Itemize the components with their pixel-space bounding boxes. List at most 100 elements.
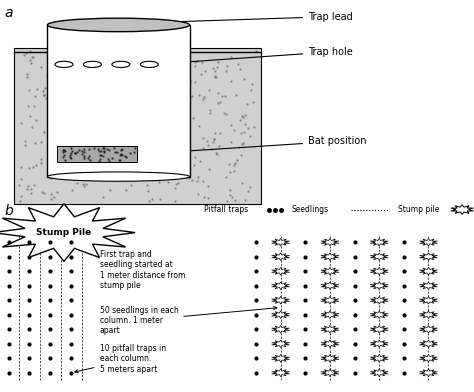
Point [53, 119, 61, 125]
Point [43, 73, 51, 80]
Point [159, 80, 167, 86]
Point [105, 143, 112, 149]
Point [80, 183, 88, 189]
Point [242, 112, 249, 118]
Point [124, 74, 132, 80]
Point [26, 87, 33, 93]
Point [21, 138, 28, 144]
Point [105, 76, 113, 82]
Point [55, 80, 62, 86]
Point [204, 183, 211, 190]
Text: 10 pitfall traps in
each column.
5 meters apart: 10 pitfall traps in each column. 5 meter… [75, 344, 166, 374]
Point [108, 171, 115, 177]
Point [196, 158, 204, 165]
Point [211, 67, 219, 74]
Point [104, 156, 111, 162]
Point [249, 98, 257, 105]
Point [80, 146, 88, 152]
Point [233, 156, 240, 163]
Point [100, 105, 108, 111]
Polygon shape [321, 354, 339, 362]
Point [91, 164, 98, 170]
Point [68, 187, 76, 193]
Point [173, 157, 180, 163]
Point [177, 77, 184, 83]
Point [69, 147, 76, 154]
Point [67, 145, 75, 151]
Point [96, 113, 104, 120]
Point [238, 113, 246, 119]
Polygon shape [321, 296, 339, 304]
Point [241, 197, 248, 203]
Point [90, 146, 98, 152]
Point [62, 148, 69, 154]
Point [66, 105, 73, 111]
Point [44, 149, 51, 156]
Polygon shape [419, 311, 438, 319]
Point [111, 149, 118, 156]
Point [73, 126, 80, 132]
Ellipse shape [47, 172, 190, 181]
Point [128, 135, 136, 141]
Point [55, 128, 63, 134]
Point [103, 99, 110, 105]
Point [244, 124, 251, 131]
Point [231, 160, 238, 166]
Point [158, 60, 166, 67]
Point [37, 64, 45, 70]
Text: 50 seedlings in each
column. 1 meter
apart: 50 seedlings in each column. 1 meter apa… [100, 306, 277, 336]
Point [122, 176, 130, 182]
Point [153, 104, 160, 111]
Point [200, 178, 207, 184]
Point [122, 187, 130, 194]
Point [110, 145, 118, 152]
Point [73, 180, 81, 186]
Point [40, 129, 47, 135]
Point [29, 54, 37, 60]
Point [139, 61, 146, 67]
Point [113, 116, 120, 122]
Point [223, 63, 230, 69]
Point [27, 186, 35, 192]
Point [25, 183, 32, 189]
Point [109, 161, 117, 167]
Point [73, 149, 81, 155]
Point [127, 149, 134, 156]
Point [232, 93, 239, 99]
Polygon shape [419, 253, 438, 261]
Polygon shape [272, 253, 290, 261]
Point [160, 57, 167, 63]
Point [66, 154, 74, 160]
Point [47, 156, 55, 163]
Point [103, 146, 111, 152]
Point [60, 147, 67, 153]
Point [101, 60, 109, 67]
Point [216, 130, 223, 136]
Point [211, 73, 219, 79]
Point [78, 151, 86, 157]
Point [116, 125, 124, 131]
Polygon shape [0, 204, 135, 261]
Point [212, 150, 219, 156]
Point [191, 79, 198, 85]
Point [116, 152, 123, 158]
Point [137, 66, 145, 73]
Point [39, 88, 46, 94]
Point [40, 91, 47, 98]
Point [58, 58, 66, 64]
Point [83, 52, 91, 58]
Polygon shape [370, 267, 388, 275]
Point [117, 167, 124, 174]
Point [231, 127, 238, 133]
Point [16, 181, 23, 188]
Point [72, 150, 79, 156]
Point [105, 158, 112, 164]
Polygon shape [272, 354, 290, 362]
Point [40, 190, 48, 196]
Point [194, 191, 201, 197]
Point [194, 174, 201, 180]
Point [139, 125, 147, 131]
Point [195, 92, 203, 98]
Point [66, 163, 73, 169]
Point [226, 161, 233, 167]
